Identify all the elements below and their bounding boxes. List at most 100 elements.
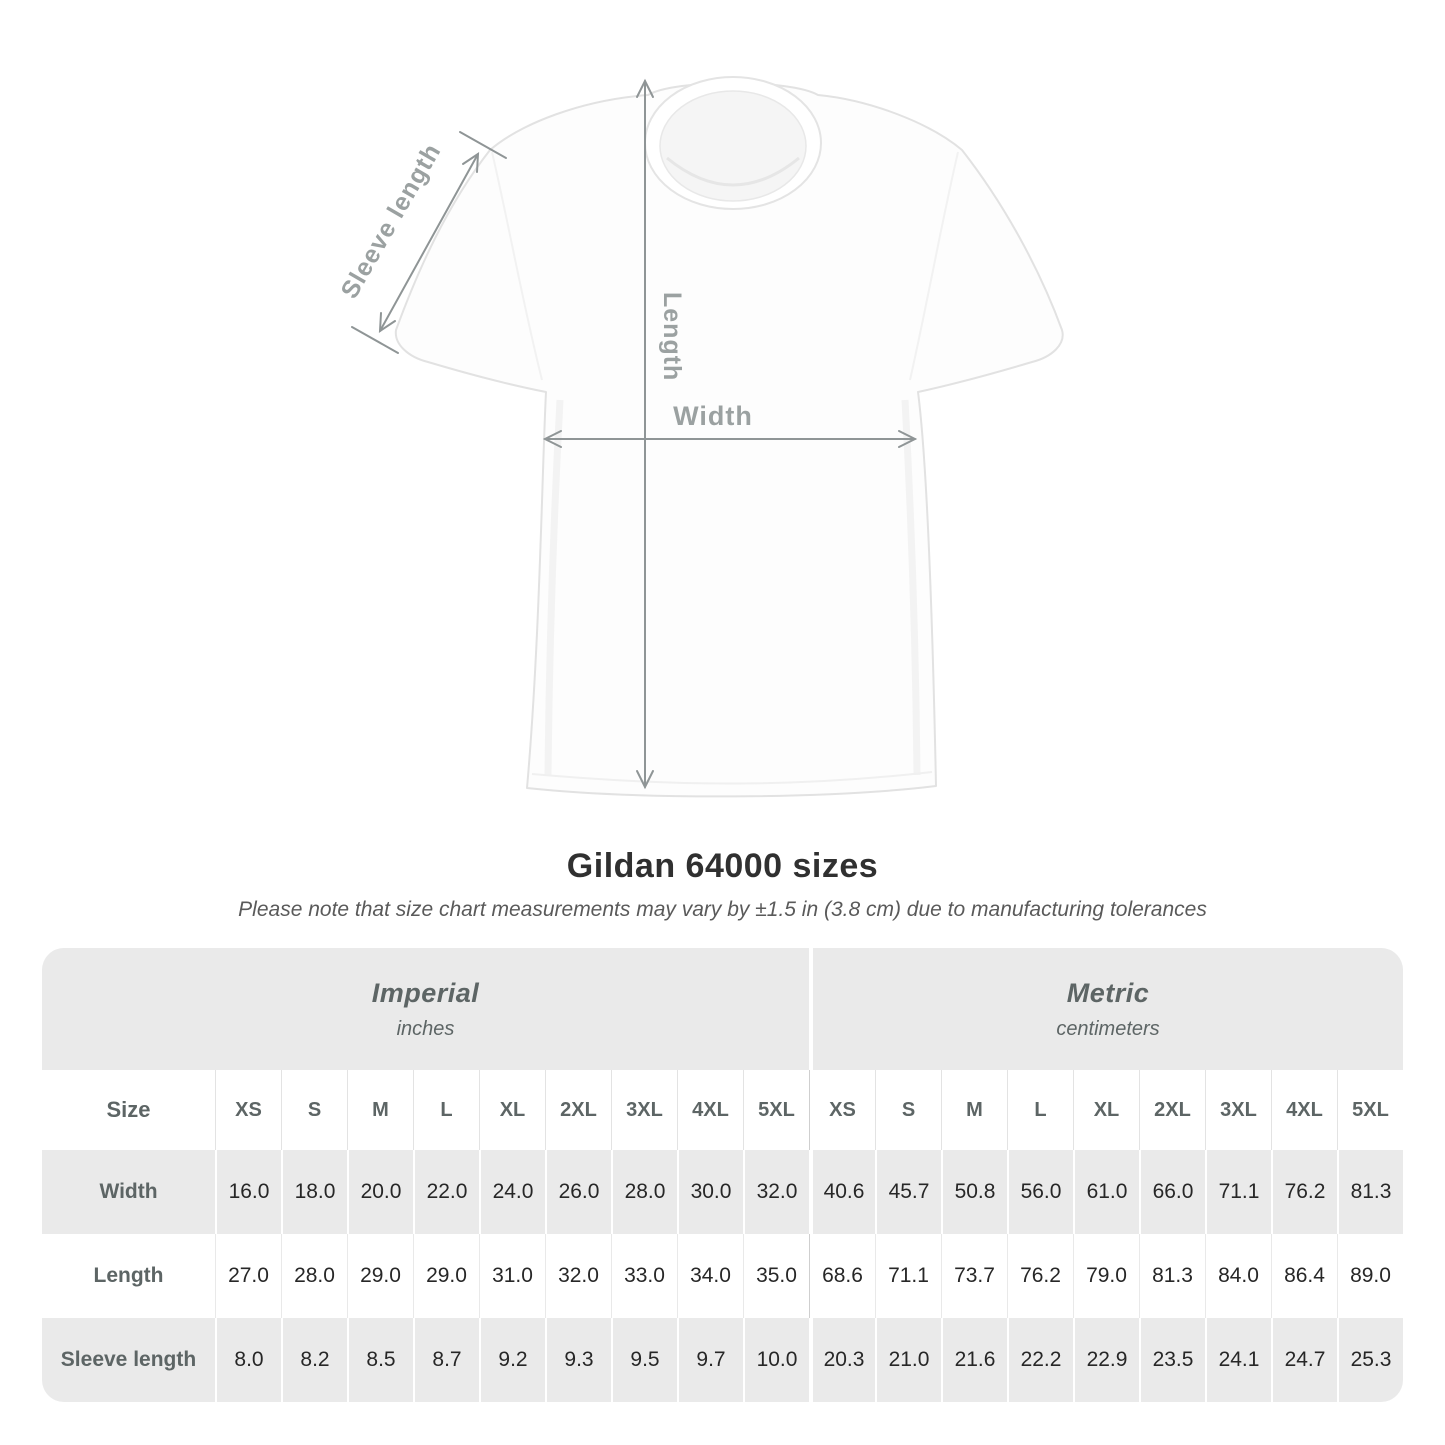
size-value-cell: 50.8 <box>941 1150 1007 1234</box>
tshirt-diagram: Length Width Sleeve length <box>335 76 1064 798</box>
size-value-cell: 32.0 <box>743 1150 809 1234</box>
size-value-cell: 86.4 <box>1271 1234 1337 1318</box>
row-label: Width <box>42 1150 215 1234</box>
size-value-cell: 84.0 <box>1205 1234 1271 1318</box>
size-value-cell: 71.1 <box>1205 1150 1271 1234</box>
size-value-cell: 26.0 <box>545 1150 611 1234</box>
size-column-header: 5XL <box>1337 1070 1403 1150</box>
size-column-header: 2XL <box>545 1070 611 1150</box>
length-arrow <box>636 78 654 790</box>
size-value-cell: 8.7 <box>413 1318 479 1402</box>
size-value-cell: 29.0 <box>413 1234 479 1318</box>
size-value-cell: 22.2 <box>1007 1318 1073 1402</box>
size-value-cell: 24.1 <box>1205 1318 1271 1402</box>
size-value-cell: 20.0 <box>347 1150 413 1234</box>
size-value-cell: 61.0 <box>1073 1150 1139 1234</box>
size-value-cell: 28.0 <box>611 1150 677 1234</box>
size-column-header: 3XL <box>1205 1070 1271 1150</box>
size-value-cell: 8.5 <box>347 1318 413 1402</box>
size-value-cell: 23.5 <box>1139 1318 1205 1402</box>
size-column-header: L <box>1007 1070 1073 1150</box>
width-arrow <box>542 430 918 448</box>
size-value-cell: 89.0 <box>1337 1234 1403 1318</box>
row-label: Length <box>42 1234 215 1318</box>
size-column-header: S <box>281 1070 347 1150</box>
size-value-cell: 81.3 <box>1139 1234 1205 1318</box>
metric-section-header: Metric centimeters <box>809 948 1403 1070</box>
size-column-header: M <box>347 1070 413 1150</box>
size-value-cell: 21.6 <box>941 1318 1007 1402</box>
size-value-cell: 33.0 <box>611 1234 677 1318</box>
size-value-cell: 22.9 <box>1073 1318 1139 1402</box>
chart-title: Gildan 64000 sizes <box>566 847 879 885</box>
sleeve-length-arrow <box>351 131 507 354</box>
imperial-label: Imperial <box>371 977 480 1008</box>
size-value-cell: 81.3 <box>1337 1150 1403 1234</box>
size-column-header: XS <box>215 1070 281 1150</box>
size-column-header: 2XL <box>1139 1070 1205 1150</box>
size-chart-table: Imperial inches Metric centimeters Size … <box>42 948 1403 1402</box>
size-value-cell: 29.0 <box>347 1234 413 1318</box>
size-column-header: XL <box>1073 1070 1139 1150</box>
size-value-cell: 8.2 <box>281 1318 347 1402</box>
size-value-cell: 30.0 <box>677 1150 743 1234</box>
size-value-cell: 71.1 <box>875 1234 941 1318</box>
size-value-cell: 9.7 <box>677 1318 743 1402</box>
size-value-cell: 31.0 <box>479 1234 545 1318</box>
table-row: Sleeve length 8.0 8.2 8.5 8.7 9.2 9.3 9.5 9.7 10.… <box>42 1318 1403 1402</box>
size-value-cell: 9.3 <box>545 1318 611 1402</box>
size-value-cell: 56.0 <box>1007 1150 1073 1234</box>
size-column-header: 3XL <box>611 1070 677 1150</box>
size-value-cell: 24.0 <box>479 1150 545 1234</box>
size-value-cell: 25.3 <box>1337 1318 1403 1402</box>
size-value-cell: 66.0 <box>1139 1150 1205 1234</box>
size-value-cell: 16.0 <box>215 1150 281 1234</box>
size-chart-body: Imperial inches Metric centimeters Size … <box>42 948 1403 1402</box>
size-value-cell: 68.6 <box>809 1234 875 1318</box>
size-column-header: S <box>875 1070 941 1150</box>
size-value-cell: 76.2 <box>1007 1234 1073 1318</box>
size-column-header: 4XL <box>677 1070 743 1150</box>
size-value-cell: 28.0 <box>281 1234 347 1318</box>
size-value-cell: 76.2 <box>1271 1150 1337 1234</box>
size-value-cell: 34.0 <box>677 1234 743 1318</box>
size-value-cell: 27.0 <box>215 1234 281 1318</box>
size-value-cell: 45.7 <box>875 1150 941 1234</box>
size-value-cell: 79.0 <box>1073 1234 1139 1318</box>
size-value-cell: 9.2 <box>479 1318 545 1402</box>
size-value-cell: 40.6 <box>809 1150 875 1234</box>
size-value-cell: 18.0 <box>281 1150 347 1234</box>
imperial-unit: inches <box>396 1017 455 1040</box>
size-value-cell: 73.7 <box>941 1234 1007 1318</box>
tolerance-note: Please note that size chart measurements… <box>238 898 1207 921</box>
size-value-cell: 9.5 <box>611 1318 677 1402</box>
imperial-section-header: Imperial inches <box>42 948 809 1070</box>
size-column-header: XS <box>809 1070 875 1150</box>
metric-unit: centimeters <box>1056 1017 1160 1040</box>
width-label: Width <box>673 401 753 431</box>
metric-label: Metric <box>1066 977 1150 1008</box>
size-value-cell: 8.0 <box>215 1318 281 1402</box>
size-header: Size <box>42 1070 215 1150</box>
table-row: Width 16.0 18.0 20.0 22.0 24.0 26.0 28.0 30.0 32.… <box>42 1150 1403 1234</box>
length-label: Length <box>658 292 686 381</box>
size-value-cell: 35.0 <box>743 1234 809 1318</box>
size-column-header: M <box>941 1070 1007 1150</box>
size-value-cell: 10.0 <box>743 1318 809 1402</box>
size-column-header: XL <box>479 1070 545 1150</box>
unit-header-row: Imperial inches Metric centimeters <box>42 948 1403 1070</box>
tshirt-silhouette <box>394 76 1064 798</box>
size-value-cell: 20.3 <box>809 1318 875 1402</box>
size-value-cell: 32.0 <box>545 1234 611 1318</box>
size-value-cell: 24.7 <box>1271 1318 1337 1402</box>
size-value-cell: 22.0 <box>413 1150 479 1234</box>
size-value-cell: 21.0 <box>875 1318 941 1402</box>
size-column-header: 5XL <box>743 1070 809 1150</box>
tshirt-image: Length Width Sleeve length <box>335 76 1064 798</box>
size-column-header: 4XL <box>1271 1070 1337 1150</box>
size-column-header: L <box>413 1070 479 1150</box>
row-label: Sleeve length <box>42 1318 215 1402</box>
size-header-row: Size XS S M L XL 2XL 3XL 4XL 5XL XS S M L XL 2XL 3XL 4XL… <box>42 1070 1403 1150</box>
table-row: Length 27.0 28.0 29.0 29.0 31.0 32.0 33.0 34.0 35… <box>42 1234 1403 1318</box>
